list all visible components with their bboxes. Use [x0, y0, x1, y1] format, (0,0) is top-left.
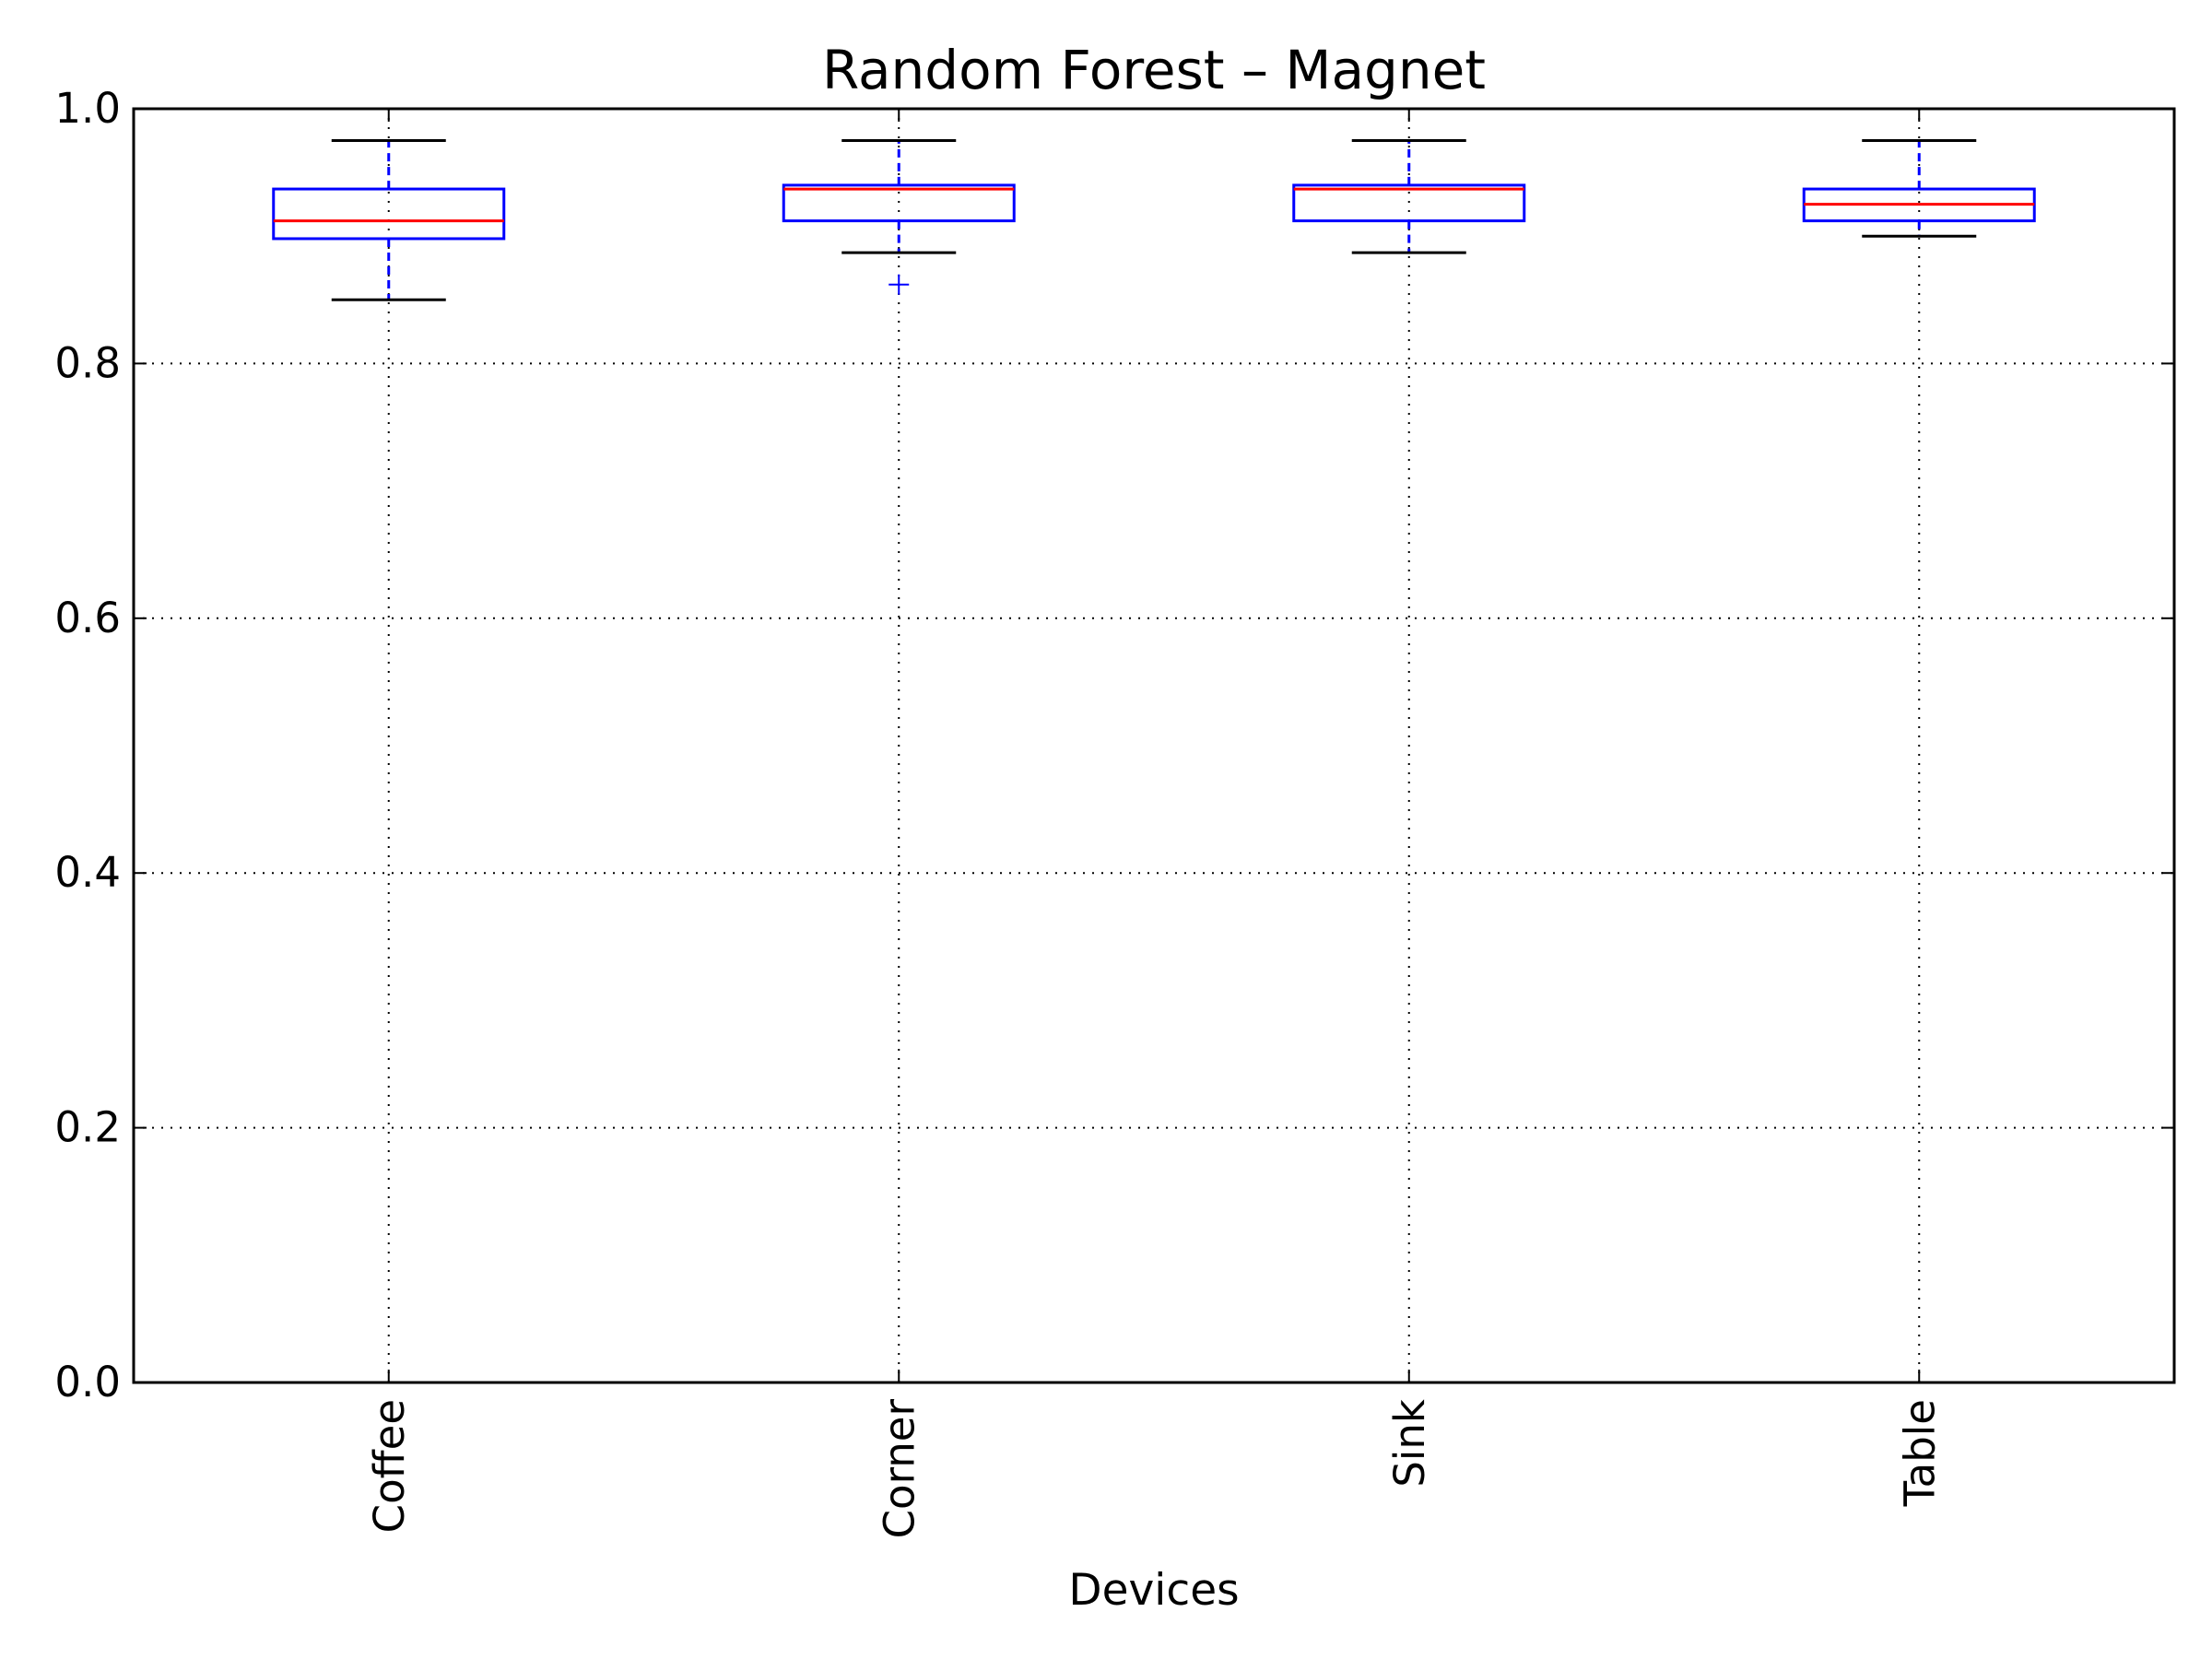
y-tick-label: 0.0	[54, 1358, 121, 1406]
box-group-coffee	[272, 139, 506, 301]
box-iqr	[1292, 183, 1526, 223]
ticks-layer: 0.0 0.2 0.4 0.6 0.8 1.0 Coffee Corner Sink Table	[54, 84, 2174, 1538]
boxes-layer	[272, 139, 2036, 301]
grid-lines	[134, 108, 2174, 1383]
y-tick-label: 1.0	[54, 84, 121, 133]
chart-title: Random Forest – Magnet	[822, 39, 1486, 101]
y-tick-label: 0.4	[54, 848, 121, 897]
box-iqr	[272, 187, 506, 241]
x-tick-label: Corner	[875, 1399, 924, 1539]
plot-area-frame	[132, 107, 2176, 1384]
x-tick-label: Coffee	[365, 1399, 414, 1533]
y-tick-label: 0.6	[54, 594, 121, 642]
x-axis-label: Devices	[1068, 1565, 1239, 1616]
y-tick-label: 0.2	[54, 1103, 121, 1152]
y-tick-label: 0.8	[54, 338, 121, 387]
x-tick-label: Table	[1895, 1399, 1944, 1507]
box-group-table	[1802, 139, 2036, 238]
box-iqr	[782, 183, 1016, 223]
x-tick-label: Sink	[1385, 1399, 1434, 1488]
box-group-corner	[782, 139, 1016, 295]
box-group-sink	[1292, 139, 1526, 254]
